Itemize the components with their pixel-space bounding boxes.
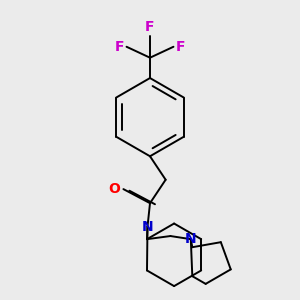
Text: F: F [115, 40, 124, 54]
Text: F: F [145, 20, 155, 34]
Text: F: F [176, 40, 185, 54]
Text: N: N [142, 220, 153, 234]
Text: N: N [185, 232, 196, 246]
Text: O: O [108, 182, 120, 196]
